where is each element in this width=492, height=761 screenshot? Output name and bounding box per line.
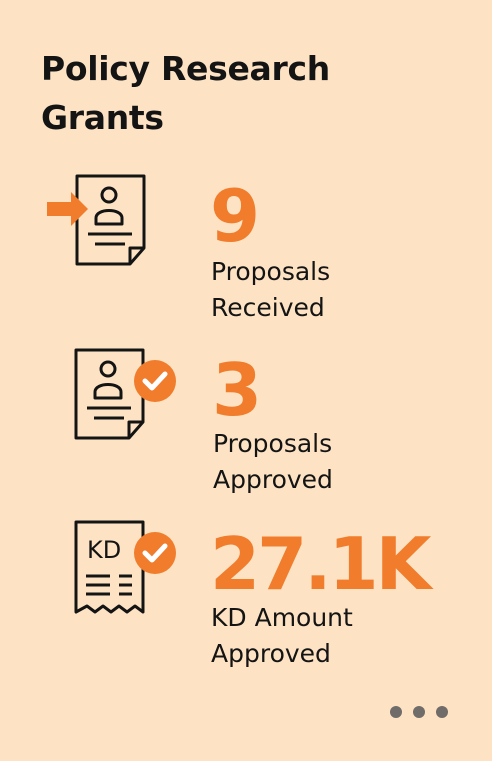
approved-document-icon <box>74 348 176 440</box>
stat-kd-amount-approved: KD 27.1K KD Amount Approved <box>0 516 492 668</box>
card-title-line-1: Policy Research <box>41 49 330 88</box>
approved-receipt-icon: KD <box>74 520 176 614</box>
receipt-currency-text: KD <box>87 536 121 564</box>
stat-label-line-1: Proposals <box>211 257 331 286</box>
stat-label-line-1: KD Amount <box>211 603 353 632</box>
incoming-document-icon <box>47 174 146 266</box>
stat-value: 9 <box>210 174 260 258</box>
pagination-dot <box>413 706 425 718</box>
stat-value: 3 <box>212 348 262 432</box>
stat-label: KD Amount Approved <box>211 600 353 672</box>
stat-label: Proposals Received <box>211 254 330 326</box>
pagination-dot <box>436 706 448 718</box>
more-dots-icon[interactable] <box>390 706 448 718</box>
card-title: Policy Research Grants <box>41 44 461 142</box>
stat-label: Proposals Approved <box>213 426 333 498</box>
stat-proposals-received: 9 Proposals Received <box>0 168 492 322</box>
stat-label-line-1: Proposals <box>213 429 333 458</box>
stat-label-line-2: Approved <box>213 465 333 494</box>
card-title-line-2: Grants <box>41 98 164 137</box>
stat-label-line-2: Received <box>211 293 325 322</box>
stat-label-line-2: Approved <box>211 639 331 668</box>
pagination-dot <box>390 706 402 718</box>
stat-proposals-approved: 3 Proposals Approved <box>0 342 492 494</box>
stat-value: 27.1K <box>210 522 431 606</box>
